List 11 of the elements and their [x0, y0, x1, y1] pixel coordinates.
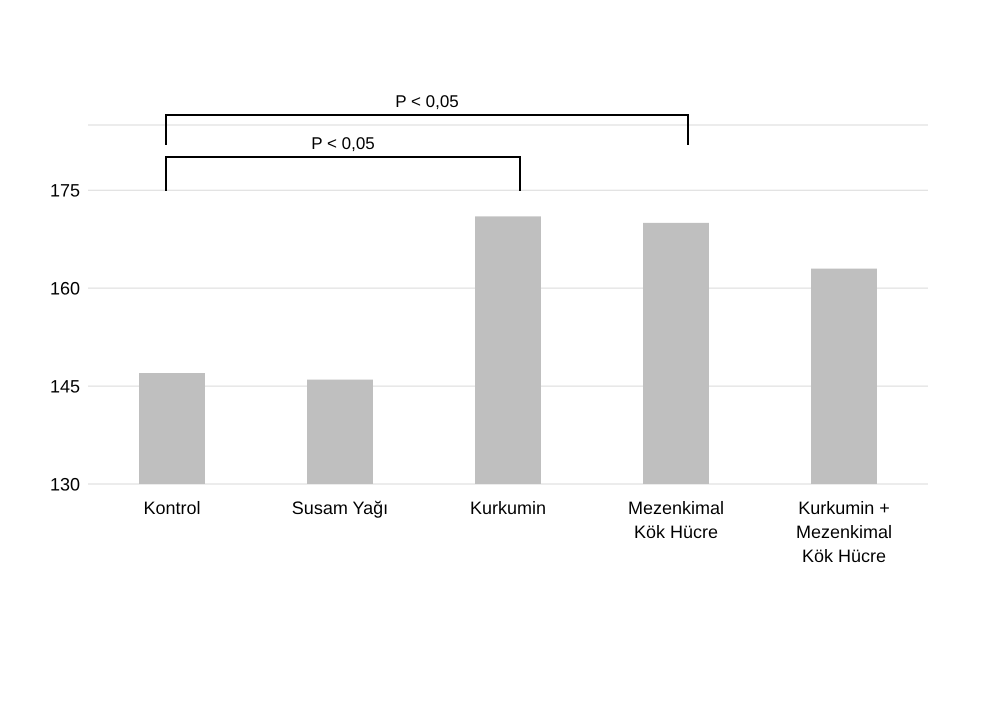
- y-tick-label: 160: [50, 278, 80, 299]
- y-tick-label: 175: [50, 180, 80, 201]
- annotation: P < 0,05: [311, 134, 375, 153]
- text: P < 0,05: [395, 92, 459, 111]
- x-tick-label: Kurkumin: [470, 498, 546, 518]
- x-tick-label: Kurkumin + Mezenkimal Kök Hücre: [796, 498, 892, 566]
- y-tick-label: 130: [50, 474, 80, 494]
- x-tick-label: Kontrol: [143, 498, 201, 518]
- x-tick-label: Mezenkimal Kök Hücre: [628, 498, 724, 542]
- y-tick-label: 145: [50, 376, 80, 396]
- x-tick-label: Susam Yağı: [292, 498, 388, 518]
